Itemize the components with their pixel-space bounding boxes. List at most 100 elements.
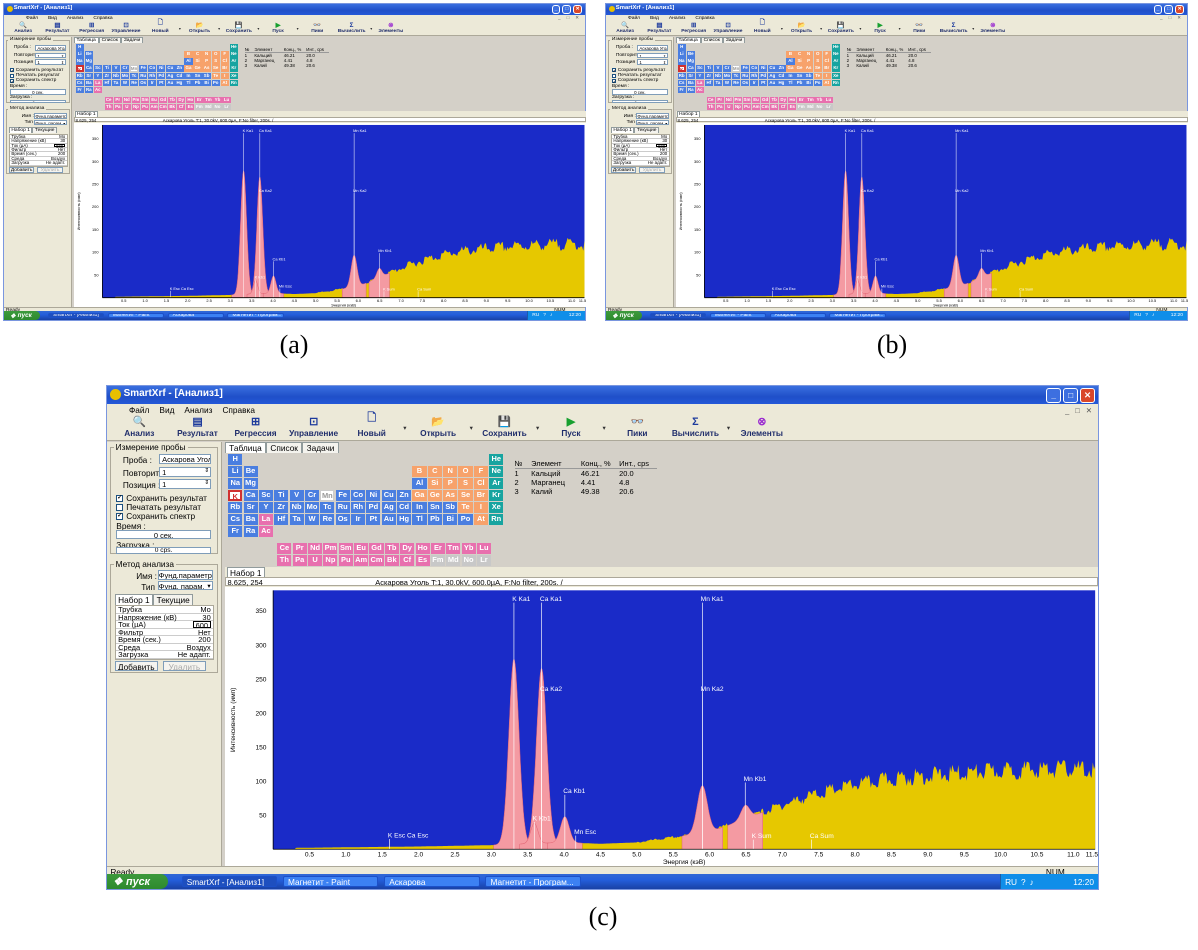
mdi-control-0[interactable]: _ <box>1160 15 1163 21</box>
toolbar-button-3[interactable]: ⊡ Управление <box>109 22 143 36</box>
element-Ni[interactable]: Ni <box>759 65 768 72</box>
element-Ra[interactable]: Ra <box>84 86 93 94</box>
element-Sr[interactable]: Sr <box>84 72 93 79</box>
element-Cl[interactable]: Cl <box>220 58 229 65</box>
element-At[interactable]: At <box>220 79 229 87</box>
element-Sr[interactable]: Sr <box>686 72 695 79</box>
save-result-checkbox-box[interactable]: ✓ <box>116 494 123 502</box>
element-B[interactable]: B <box>786 51 795 58</box>
element-He[interactable]: He <box>831 44 840 51</box>
element-Cl[interactable]: Cl <box>822 58 831 65</box>
element-P[interactable]: P <box>202 58 211 65</box>
element-Tm[interactable]: Tm <box>806 96 815 104</box>
toolbar-button-6[interactable]: 💾 Сохранить <box>222 22 256 36</box>
toolbar-button-7[interactable]: ▶ Пуск <box>261 22 295 36</box>
method-tab-0[interactable]: Набор 1 <box>610 127 635 134</box>
element-Th[interactable]: Th <box>706 103 715 111</box>
element-Cf[interactable]: Cf <box>177 103 186 111</box>
element-Sn[interactable]: Sn <box>795 72 804 79</box>
main-tab-0[interactable]: Таблица <box>675 37 701 44</box>
element-Lu[interactable]: Lu <box>476 543 492 554</box>
element-Es[interactable]: Es <box>186 103 195 111</box>
menu-item-2[interactable]: Анализ <box>668 15 686 21</box>
toolbar-button-10[interactable]: ⊗ Элементы <box>976 22 1010 36</box>
position-stepper[interactable]: 1 ⇕ <box>35 59 66 66</box>
element-Be[interactable]: Be <box>84 51 93 58</box>
element-Al[interactable]: Al <box>184 58 193 65</box>
element-Ho[interactable]: Ho <box>788 96 797 104</box>
mdi-control-0[interactable]: _ <box>1065 405 1070 415</box>
element-Cd[interactable]: Cd <box>397 502 412 513</box>
element-Sm[interactable]: Sm <box>742 96 752 104</box>
toolbar-button-0[interactable]: 🔍 Анализ <box>608 22 642 36</box>
element-Ce[interactable]: Ce <box>104 96 113 104</box>
element-N[interactable]: N <box>443 466 458 477</box>
element-Gd[interactable]: Gd <box>369 543 384 554</box>
chevron-down-icon[interactable]: ▾ <box>257 25 260 31</box>
element-Pm[interactable]: Pm <box>131 96 141 104</box>
taskbar-item-2[interactable]: Аскарова <box>384 876 480 887</box>
element-S[interactable]: S <box>458 478 473 489</box>
tray-help-icon[interactable]: ? <box>543 313 546 319</box>
element-Hf[interactable]: Hf <box>274 514 289 525</box>
save-result-checkbox[interactable]: ✓ Сохранить результат <box>611 68 665 73</box>
element-Cm[interactable]: Cm <box>369 555 384 566</box>
element-Nd[interactable]: Nd <box>724 96 733 104</box>
chevron-down-icon[interactable]: ▾ <box>780 25 783 31</box>
element-Rn[interactable]: Rn <box>489 514 504 525</box>
element-Pr[interactable]: Pr <box>292 543 307 554</box>
element-Be[interactable]: Be <box>686 51 695 58</box>
method-tab-1[interactable]: Текущие <box>634 127 659 134</box>
element-Au[interactable]: Au <box>166 79 175 87</box>
element-Cl[interactable]: Cl <box>473 478 488 489</box>
element-H[interactable]: H <box>75 44 84 51</box>
element-Se[interactable]: Se <box>813 65 822 72</box>
taskbar-item-2[interactable]: Аскарова <box>167 313 224 318</box>
element-As[interactable]: As <box>443 490 458 501</box>
element-Nd[interactable]: Nd <box>122 96 131 104</box>
chevron-down-icon[interactable]: ▾ <box>665 120 668 126</box>
element-U[interactable]: U <box>308 555 323 566</box>
element-Tc[interactable]: Tc <box>731 72 741 79</box>
element-Cm[interactable]: Cm <box>158 103 168 111</box>
element-Al[interactable]: Al <box>412 478 427 489</box>
element-Np[interactable]: Np <box>131 103 141 111</box>
print-result-checkbox-box[interactable] <box>116 504 123 511</box>
element-Be[interactable]: Be <box>243 466 258 477</box>
repeat-stepper[interactable]: 1 ⇕ <box>159 467 211 478</box>
element-Bk[interactable]: Bk <box>384 555 399 566</box>
element-Pd[interactable]: Pd <box>366 502 381 513</box>
element-Eu[interactable]: Eu <box>354 543 369 554</box>
minimize-button[interactable]: _ <box>1153 4 1163 14</box>
element-O[interactable]: O <box>458 466 473 477</box>
element-S[interactable]: S <box>211 58 220 65</box>
element-Rb[interactable]: Rb <box>228 502 243 513</box>
close-button[interactable]: ✕ <box>1175 4 1184 14</box>
toolbar-button-0[interactable]: 🔍 Анализ <box>110 416 168 440</box>
element-Mn[interactable]: Mn <box>320 490 335 501</box>
spectrum-tab[interactable]: Набор 1 <box>74 111 99 118</box>
element-Np[interactable]: Np <box>323 555 338 566</box>
delete-button[interactable]: Удалить <box>37 166 63 173</box>
element-Ac[interactable]: Ac <box>695 86 704 94</box>
spectrum-tab[interactable]: Набор 1 <box>676 111 701 118</box>
element-Lr[interactable]: Lr <box>476 555 492 566</box>
chevron-down-icon[interactable]: ▾ <box>602 424 606 432</box>
element-Pd[interactable]: Pd <box>157 72 166 79</box>
sample-input[interactable]: Аскарова Уголь <box>637 44 668 51</box>
element-Rb[interactable]: Rb <box>677 72 686 79</box>
element-Fr[interactable]: Fr <box>75 86 84 94</box>
toolbar-button-4[interactable]: 🗋 Новый <box>143 19 177 36</box>
element-Cs[interactable]: Cs <box>75 79 84 87</box>
element-Pb[interactable]: Pb <box>427 514 442 525</box>
element-Zr[interactable]: Zr <box>102 72 112 79</box>
toolbar-button-5[interactable]: 📂 Открыть <box>182 22 216 36</box>
element-As[interactable]: As <box>202 65 211 72</box>
save-result-checkbox[interactable]: ✓ Сохранить результат <box>116 493 207 503</box>
element-Np[interactable]: Np <box>733 103 743 111</box>
element-Pt[interactable]: Pt <box>157 79 166 87</box>
print-result-checkbox-box[interactable] <box>9 73 14 78</box>
element-Xe[interactable]: Xe <box>489 502 504 513</box>
element-Hg[interactable]: Hg <box>175 79 184 87</box>
mdi-control-1[interactable]: □ <box>1168 15 1172 21</box>
